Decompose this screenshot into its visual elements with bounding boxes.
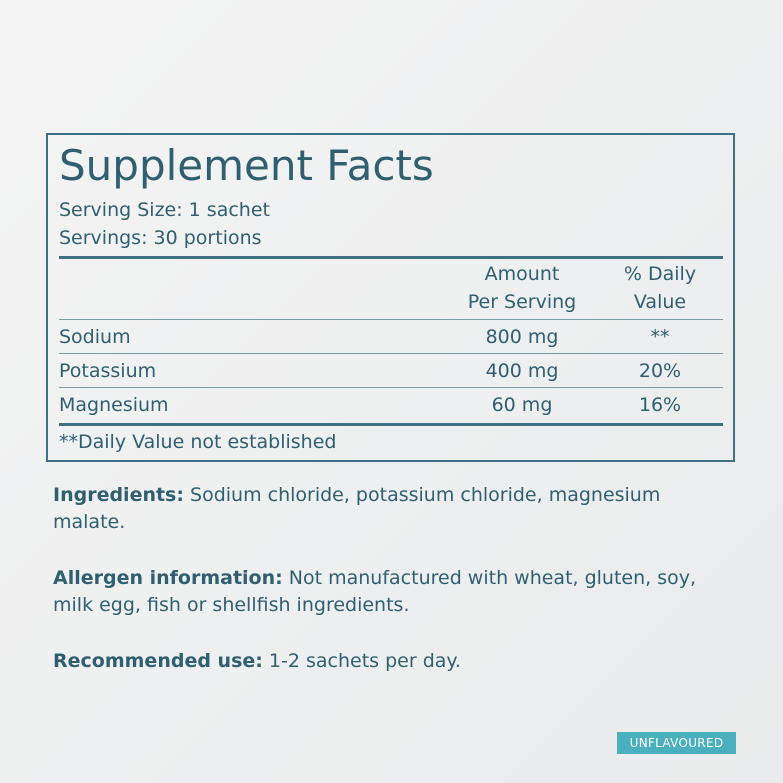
recommended-use: Recommended use: 1-2 sachets per day. <box>53 648 733 675</box>
allergen-text: Not manufactured with wheat, gluten, soy… <box>53 567 697 616</box>
servings: Servings: 30 portions <box>59 227 262 249</box>
panel-title: Supplement Facts <box>59 141 434 190</box>
row-dv: ** <box>650 326 670 348</box>
supplement-facts-panel <box>46 133 735 462</box>
header-amount-2: Per Serving <box>467 291 577 313</box>
header-dv-2: Value <box>633 291 687 313</box>
flavour-badge: UNFLAVOURED <box>617 732 736 754</box>
header-amount-1: Amount <box>484 263 560 285</box>
row-amount: 800 mg <box>485 326 559 348</box>
allergen-info: Allergen information: Not manufactured w… <box>53 565 733 619</box>
divider <box>59 387 723 388</box>
header-dv-1: % Daily <box>623 263 697 285</box>
ingredients-label: Ingredients: <box>53 484 184 506</box>
footnote: **Daily Value not established <box>59 431 337 453</box>
recommended-label: Recommended use: <box>53 650 263 672</box>
row-dv: 20% <box>638 360 682 382</box>
ingredients-text: Sodium chloride, potassium chloride, mag… <box>53 484 661 533</box>
row-amount: 400 mg <box>485 360 559 382</box>
thick-divider <box>59 423 723 426</box>
row-name: Potassium <box>59 360 157 382</box>
ingredients: Ingredients: Sodium chloride, potassium … <box>53 482 733 536</box>
row-name: Magnesium <box>59 394 169 416</box>
row-name: Sodium <box>59 326 131 348</box>
thick-divider <box>59 256 723 259</box>
divider <box>59 353 723 354</box>
recommended-text: 1-2 sachets per day. <box>262 650 461 672</box>
serving-size: Serving Size: 1 sachet <box>59 199 270 221</box>
allergen-label: Allergen information: <box>53 567 283 589</box>
divider <box>59 319 723 320</box>
row-amount: 60 mg <box>491 394 553 416</box>
row-dv: 16% <box>638 394 682 416</box>
